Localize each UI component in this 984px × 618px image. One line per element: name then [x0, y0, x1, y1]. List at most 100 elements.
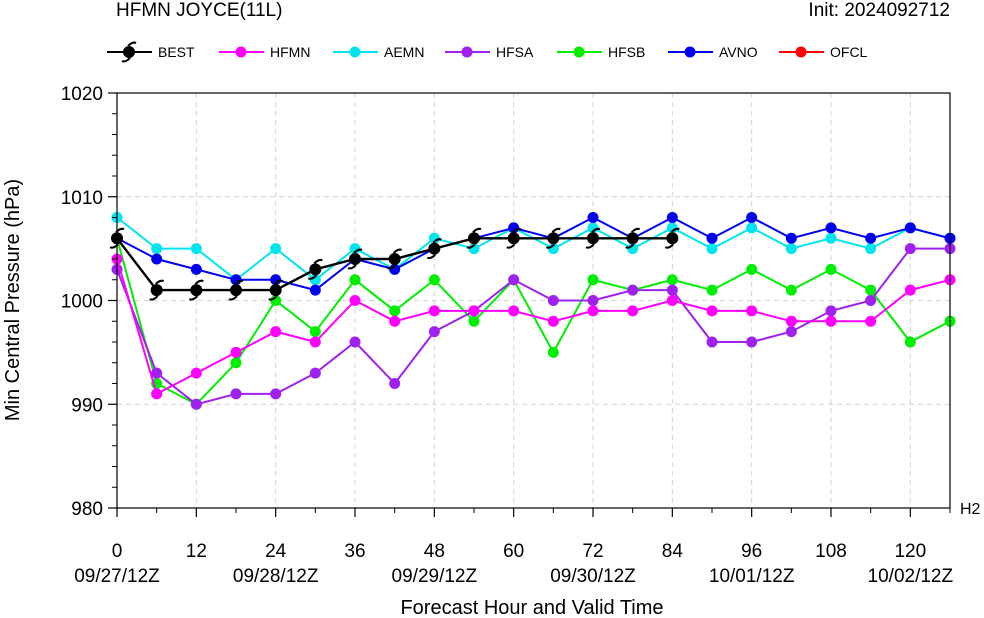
- data-point-hfsb: [468, 315, 480, 327]
- hurricane-core: [349, 253, 361, 265]
- data-point-avno: [706, 232, 718, 244]
- data-point-hfmn: [666, 295, 678, 306]
- data-point-best: [268, 279, 284, 301]
- series-line-avno: [116, 216, 951, 292]
- init-time-label: Init: 2024092712: [808, 0, 950, 21]
- x-tick-label: 60: [503, 541, 524, 562]
- hurricane-core: [547, 232, 560, 245]
- data-point-avno: [151, 253, 163, 265]
- x-tick-label: 84: [662, 541, 684, 562]
- x-tick-label: 0: [112, 541, 123, 562]
- data-point-hfmn: [428, 305, 440, 317]
- series-best: [109, 227, 680, 301]
- data-point-avno: [230, 274, 242, 286]
- hurricane-core: [123, 46, 135, 58]
- x-tick-label: 36: [344, 541, 365, 562]
- x-tick-label: 120: [894, 541, 926, 562]
- hurricane-arm: [466, 243, 476, 249]
- data-point-best: [307, 259, 323, 280]
- x-tick-label: 24: [265, 541, 287, 562]
- y-tick-label: 1000: [61, 292, 103, 313]
- x-tick-date-label: 09/28/12Z: [233, 566, 319, 587]
- legend-label-aemn: AEMN: [384, 44, 424, 60]
- data-point-hfsa: [904, 243, 916, 255]
- legend-item-aemn: AEMN: [333, 44, 424, 60]
- axes: 980 990 1000 1010 1020 0 09/27/12Z 12 24 09/28/12…: [61, 84, 954, 587]
- data-point-avno: [785, 232, 797, 244]
- hurricane-arm: [188, 295, 199, 301]
- data-point-hfmn: [706, 305, 718, 317]
- legend-item-ofcl: OFCL: [779, 44, 868, 60]
- data-point-hfsa: [270, 388, 282, 400]
- data-point-avno: [587, 212, 599, 223]
- data-point-avno: [270, 274, 282, 286]
- series-hfmn: [111, 253, 956, 400]
- hurricane-core: [666, 232, 679, 245]
- data-point-hfsa: [627, 284, 639, 296]
- data-point-aemn: [468, 243, 480, 255]
- hurricane-arm: [585, 243, 595, 249]
- hurricane-core: [269, 284, 282, 297]
- hurricane-arm: [551, 227, 561, 233]
- grid: [116, 92, 950, 509]
- hurricane-core: [587, 232, 599, 245]
- data-point-hfsa: [547, 295, 559, 306]
- series-line-aemn: [116, 216, 951, 282]
- data-point-hfmn: [746, 305, 758, 317]
- hurricane-arm: [228, 295, 238, 301]
- data-point-hfmn: [627, 305, 639, 317]
- data-point-hfsb: [706, 284, 718, 296]
- data-point-aemn: [785, 243, 797, 255]
- data-point-hfmn: [389, 315, 401, 327]
- data-point-hfmn: [865, 315, 877, 327]
- hurricane-arm: [234, 279, 244, 285]
- legend-item-hfsa: HFSA: [445, 44, 534, 60]
- data-point-aemn: [587, 222, 599, 234]
- data-point-hfsb: [825, 263, 837, 275]
- series-layer: [109, 212, 956, 410]
- data-point-hfsa: [309, 367, 321, 379]
- data-point-aemn: [349, 243, 361, 255]
- data-point-hfsa: [746, 336, 758, 348]
- x-axis-label: Forecast Hour and Valid Time: [400, 597, 663, 618]
- data-point-best: [426, 238, 442, 259]
- hurricane-arm: [154, 279, 165, 285]
- data-point-hfsb: [547, 346, 559, 358]
- hurricane-arm: [307, 274, 318, 280]
- hurricane-core: [388, 253, 401, 265]
- x-tick-date-label: 10/01/12Z: [709, 566, 795, 587]
- data-point-hfmn: [587, 305, 599, 317]
- hurricane-arm: [353, 248, 363, 254]
- hurricane-arm: [670, 227, 680, 233]
- legend-marker-best: [121, 41, 137, 63]
- data-point-hfsa: [190, 398, 202, 410]
- data-point-hfmn: [230, 346, 242, 358]
- x-tick-date-label: 09/30/12Z: [550, 566, 636, 587]
- hurricane-core: [507, 232, 520, 245]
- y-axis-label: Min Central Pressure (hPa): [2, 179, 24, 421]
- data-point-best: [664, 227, 680, 249]
- data-point-best: [228, 279, 244, 301]
- data-point-hfmn: [468, 305, 480, 317]
- hurricane-core: [309, 263, 322, 276]
- hurricane-arm: [149, 295, 159, 301]
- y-tick-label: 1010: [61, 188, 103, 209]
- data-point-best: [585, 227, 601, 249]
- legend: BEST HFMN AEMN HFSA HFSB AVNO OFCL: [107, 41, 868, 63]
- series-avno: [111, 212, 956, 296]
- data-point-hfsa: [389, 378, 401, 389]
- x-tick-label: 48: [424, 541, 445, 562]
- data-point-hfsb: [428, 274, 440, 286]
- x-tick-date-label: 10/02/12Z: [868, 566, 954, 587]
- hurricane-arm: [426, 253, 437, 259]
- data-point-best: [545, 227, 561, 249]
- hurricane-core: [468, 232, 480, 245]
- legend-item-best: BEST: [107, 41, 195, 63]
- hurricane-arm: [268, 295, 278, 301]
- x-tick-label: 12: [186, 541, 207, 562]
- data-point-hfsa: [706, 336, 718, 348]
- series-line-hfmn: [116, 258, 951, 396]
- hurricane-arm: [127, 41, 137, 47]
- data-point-hfsb: [349, 274, 361, 286]
